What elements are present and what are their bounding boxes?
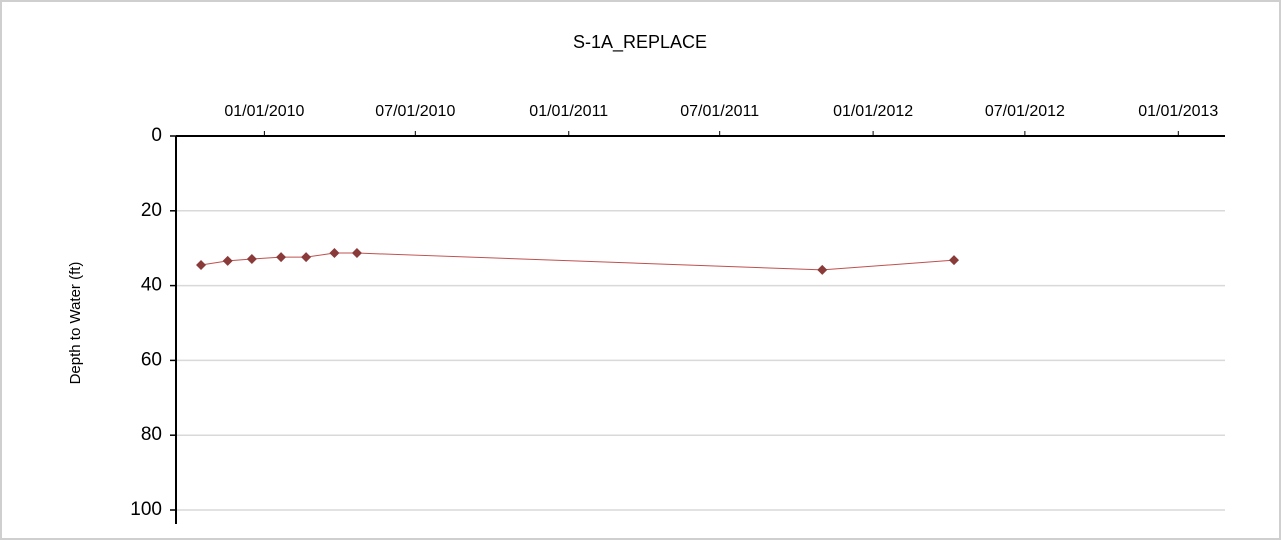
y-tick-label: 100 bbox=[130, 499, 162, 520]
y-tick-label: 60 bbox=[141, 349, 162, 370]
x-tick-label: 01/01/2012 bbox=[833, 103, 913, 120]
x-tick-label: 01/01/2011 bbox=[529, 103, 608, 120]
x-tick-label: 07/01/2012 bbox=[985, 103, 1065, 120]
y-tick-label: 80 bbox=[141, 424, 162, 445]
data-point bbox=[196, 260, 207, 271]
x-tick-label: 01/01/2013 bbox=[1138, 103, 1218, 120]
x-tick-label: 07/01/2010 bbox=[375, 103, 455, 120]
data-point bbox=[246, 254, 257, 265]
x-tick-label: 01/01/2010 bbox=[224, 103, 304, 120]
data-point bbox=[948, 255, 959, 266]
y-axis-label: Depth to Water (ft) bbox=[67, 262, 84, 385]
y-tick-label: 20 bbox=[141, 200, 162, 221]
y-tick-label: 40 bbox=[141, 275, 162, 296]
y-tick-label: 0 bbox=[151, 125, 162, 146]
chart-title: S-1A_REPLACE bbox=[573, 32, 707, 53]
data-point bbox=[222, 255, 233, 266]
data-point bbox=[301, 252, 312, 263]
data-point bbox=[276, 252, 287, 263]
data-point bbox=[817, 264, 828, 275]
data-point bbox=[351, 248, 362, 259]
x-tick-label: 07/01/2011 bbox=[680, 103, 759, 120]
data-point bbox=[329, 248, 340, 259]
